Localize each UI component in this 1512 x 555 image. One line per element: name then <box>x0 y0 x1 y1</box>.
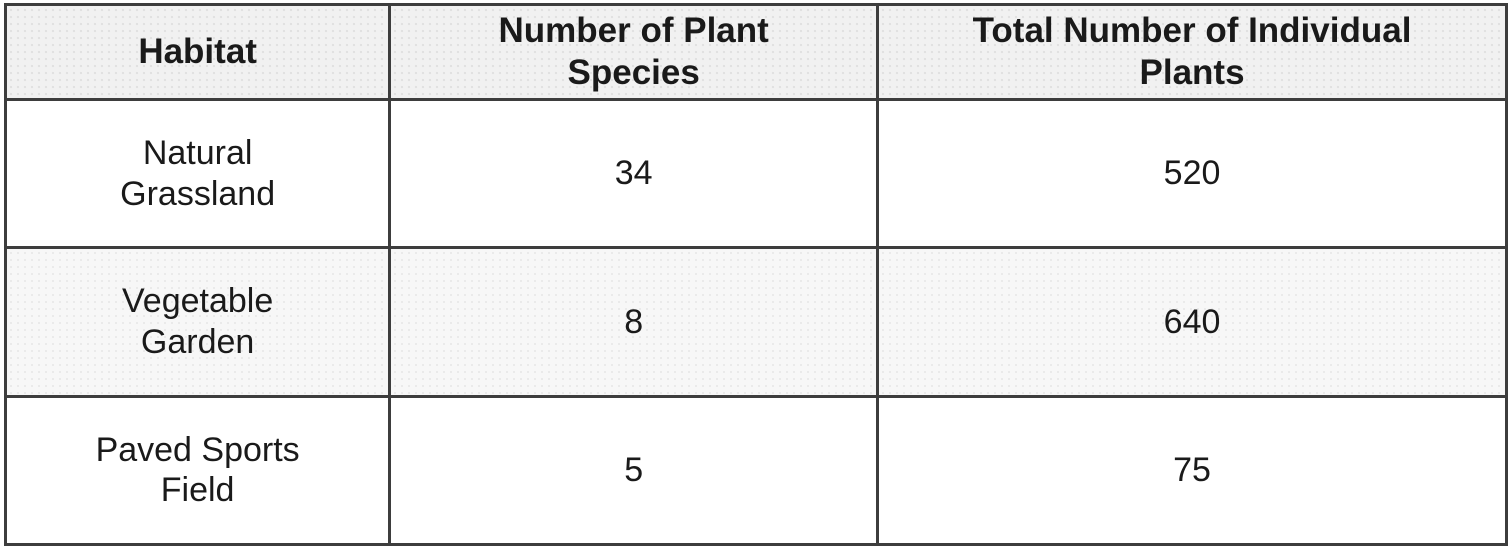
plant-total-cell: 520 <box>876 97 1508 250</box>
table-row: Paved Sports Field 5 75 <box>3 394 1508 547</box>
plant-total-cell: 640 <box>876 246 1508 398</box>
species-count-cell: 34 <box>388 97 880 250</box>
species-count-cell: 8 <box>388 246 880 398</box>
plant-total-cell: 75 <box>876 394 1508 547</box>
habitat-cell: Paved Sports Field <box>3 394 392 547</box>
column-header-individual-plants: Total Number of Individual Plants <box>876 3 1508 101</box>
column-header-habitat: Habitat <box>3 3 392 101</box>
column-header-plant-species: Number of Plant Species <box>388 3 880 101</box>
species-count-cell: 5 <box>388 394 880 547</box>
plant-survey-table: Habitat Number of Plant Species Total Nu… <box>3 3 1508 547</box>
habitat-cell: Vegetable Garden <box>3 246 392 398</box>
header-row: Habitat Number of Plant Species Total Nu… <box>3 3 1508 101</box>
table-row: Natural Grassland 34 520 <box>3 97 1508 250</box>
habitat-cell: Natural Grassland <box>3 97 392 250</box>
table-row: Vegetable Garden 8 640 <box>3 246 1508 398</box>
